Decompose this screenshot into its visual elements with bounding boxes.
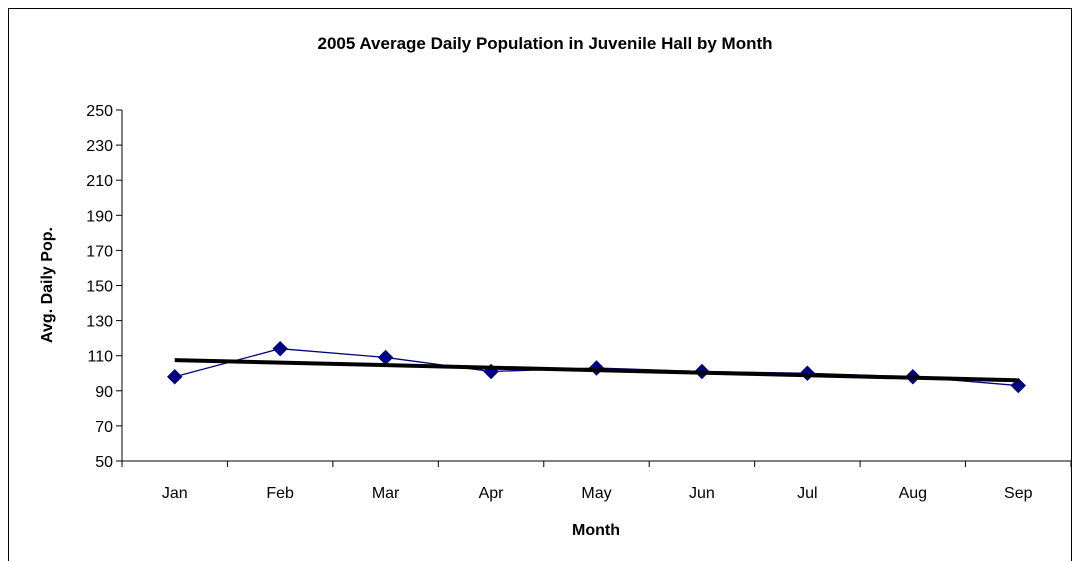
x-tick-label: Feb: [266, 485, 294, 502]
y-tick-label: 110: [87, 349, 113, 366]
y-axis: 50 70 90 110 130 150 170 190 210 230 250: [86, 103, 123, 471]
chart-title: 2005 Average Daily Population in Juvenil…: [317, 34, 772, 53]
y-tick-label: 90: [95, 384, 113, 401]
data-point: [588, 360, 605, 376]
y-tick-label: 170: [86, 243, 113, 260]
data-point: [272, 340, 288, 357]
x-axis-title: Month: [572, 522, 620, 539]
series-layer: [167, 340, 1026, 394]
y-tick-label: 230: [86, 138, 113, 155]
chart-frame: [8, 8, 1072, 561]
y-tick-label: 150: [86, 279, 113, 296]
y-tick-label: 250: [86, 103, 113, 120]
y-tick-label: 130: [86, 314, 113, 331]
x-tick-label: Mar: [372, 485, 400, 502]
y-tick-label: 70: [95, 419, 113, 436]
x-tick-label: Aug: [899, 485, 927, 502]
x-tick-label: Sep: [1004, 485, 1033, 502]
x-tick-label: May: [581, 485, 611, 502]
data-point: [167, 369, 183, 385]
x-axis: Jan Feb Mar Apr May Jun Jul Aug Sep: [121, 460, 1072, 502]
trend-layer: [174, 358, 1019, 383]
x-tick-label: Jun: [689, 485, 715, 502]
y-tick-label: 50: [95, 454, 113, 471]
y-axis-title: Avg. Daily Pop.: [39, 227, 56, 343]
x-tick-label: Jan: [162, 485, 188, 502]
data-point: [377, 349, 394, 366]
x-tick-label: Apr: [479, 485, 505, 502]
x-tick-label: Jul: [797, 485, 817, 502]
y-tick-label: 210: [86, 173, 113, 190]
trendline: [174, 358, 1019, 383]
y-tick-label: 190: [86, 208, 113, 225]
